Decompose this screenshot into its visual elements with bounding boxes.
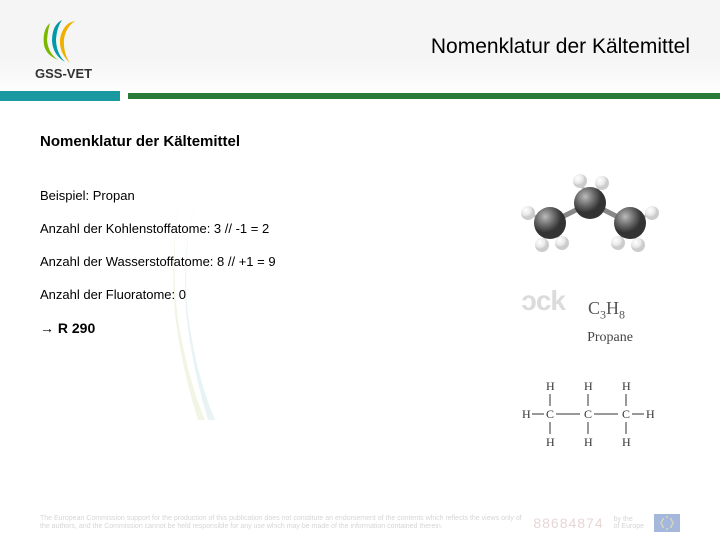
svg-text:H: H [584,379,593,393]
fluorine-count: Anzahl der Fluoratome: 0 [40,287,680,302]
structural-formula: H H H H C C C H H H H [520,378,655,448]
formula-h-sub: 8 [619,308,625,322]
molecule-name-en: Propane [587,330,633,346]
result-value: R 290 [58,320,95,336]
molecule-3d [500,155,670,275]
header: GSS-VET Nomenklatur der Kältemittel [0,0,720,98]
svg-text:H: H [622,435,631,448]
svg-text:H: H [584,435,593,448]
footer: The European Commission support for the … [40,514,680,532]
eu-flag-icon [654,514,680,532]
formula-h: H [606,298,619,318]
svg-text:H: H [546,435,555,448]
logo-text: GSS-VET [35,66,92,81]
footer-by: by theof Europe [614,516,644,530]
result-code: → R 290 [40,320,680,336]
page-title: Nomenklatur der Kältemittel [431,35,690,59]
svg-text:H: H [646,407,655,421]
arrow-icon: → [40,320,54,336]
footer-number: 88684874 [533,515,603,531]
subtitle: Nomenklatur der Kältemittel [40,133,680,150]
gss-vet-logo: GSS-VET [30,15,120,85]
svg-text:H: H [622,379,631,393]
chemical-formula: C3H8 [588,298,625,323]
svg-text:H: H [546,379,555,393]
svg-text:C: C [546,407,554,421]
formula-c: C [588,298,600,318]
stock-watermark: ɔck [521,285,565,317]
svg-text:C: C [584,407,592,421]
footer-disclaimer: The European Commission support for the … [40,515,523,532]
svg-text:C: C [622,407,630,421]
svg-text:H: H [522,407,531,421]
